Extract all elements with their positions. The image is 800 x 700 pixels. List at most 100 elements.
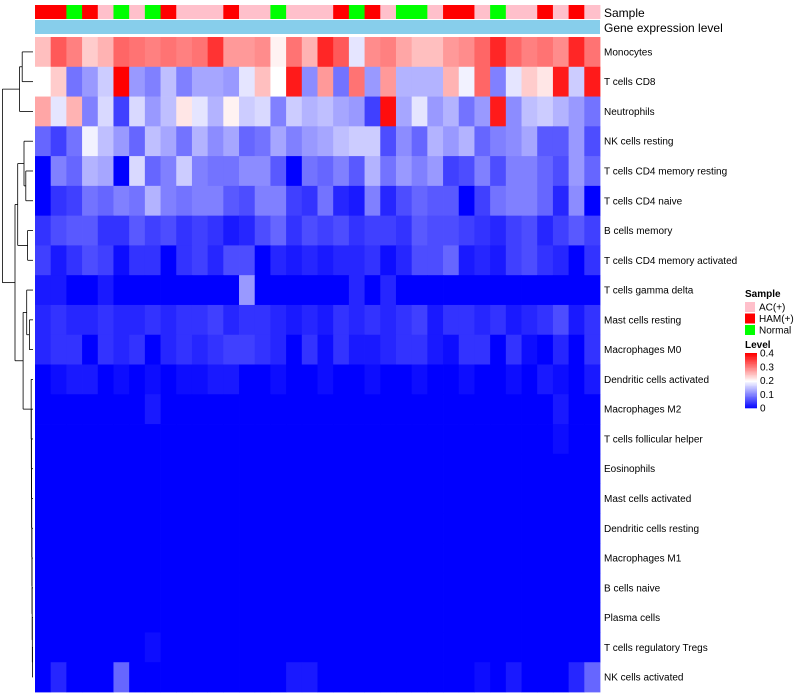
row-label: NK cells resting xyxy=(604,137,673,148)
legend-level-tick: 0.4 xyxy=(760,349,774,360)
heatmap-cell xyxy=(50,543,67,574)
heatmap-cell xyxy=(66,126,83,157)
heatmap-cell xyxy=(113,37,130,68)
heatmap-cell xyxy=(317,453,334,484)
row-dendrogram xyxy=(1,51,33,678)
heatmap-cell xyxy=(301,424,318,455)
heatmap-cell xyxy=(521,483,538,514)
heatmap-cell xyxy=(380,543,397,574)
heatmap-cell xyxy=(191,424,209,455)
heatmap-cell xyxy=(82,364,99,395)
heatmap-cell xyxy=(443,424,460,455)
heatmap-cell xyxy=(176,245,193,276)
heatmap-cell xyxy=(35,572,52,604)
heatmap-cell xyxy=(380,156,397,187)
heatmap-cell xyxy=(82,96,99,127)
heatmap-cell xyxy=(129,275,146,306)
heatmap-cell xyxy=(82,572,99,604)
heatmap-cell xyxy=(364,304,381,336)
heatmap-cell xyxy=(333,334,350,365)
heatmap-cell xyxy=(129,662,146,693)
sample-annotation-cell xyxy=(537,5,554,19)
heatmap-cell xyxy=(317,215,334,246)
heatmap-cell xyxy=(584,185,601,217)
heatmap-cell xyxy=(82,126,99,157)
heatmap-cell xyxy=(160,453,177,484)
heatmap-cell xyxy=(427,126,444,157)
heatmap-cell xyxy=(474,304,491,336)
heatmap-cell xyxy=(191,632,209,663)
heatmap-cell xyxy=(537,245,554,276)
heatmap-cell xyxy=(97,632,114,663)
heatmap-cell xyxy=(207,602,224,633)
heatmap-cell xyxy=(254,602,271,633)
heatmap-cell xyxy=(301,602,318,633)
heatmap-cell xyxy=(568,37,585,68)
legend-color-step xyxy=(745,406,757,409)
heatmap-cell xyxy=(50,394,67,425)
heatmap-cell xyxy=(458,185,475,217)
heatmap-cell xyxy=(301,66,318,97)
heatmap-cell xyxy=(505,513,522,544)
heatmap-cell xyxy=(458,334,475,365)
heatmap-cell xyxy=(443,513,460,544)
heatmap-cell xyxy=(239,394,256,425)
heatmap-cell xyxy=(66,215,83,246)
heatmap-cell xyxy=(239,96,256,127)
heatmap-cell xyxy=(584,662,601,693)
heatmap-cell xyxy=(364,185,381,217)
heatmap-cell xyxy=(333,275,350,306)
heatmap-cell xyxy=(176,572,193,604)
legend-color-step xyxy=(745,355,757,358)
heatmap-cell xyxy=(584,424,601,455)
heatmap-cell xyxy=(474,424,491,455)
heatmap-cell xyxy=(254,424,271,455)
sample-annotation-cell xyxy=(191,5,209,19)
legend-sample-label: AC(+) xyxy=(759,303,785,314)
heatmap-cell xyxy=(521,126,538,157)
heatmap-cell xyxy=(191,126,209,157)
heatmap-cell xyxy=(207,424,224,455)
heatmap-cell xyxy=(113,156,130,187)
heatmap-cell xyxy=(97,334,114,365)
heatmap-cell xyxy=(82,662,99,693)
legend-color-step xyxy=(745,384,757,387)
heatmap-cell xyxy=(395,275,413,306)
legend-color-step xyxy=(745,376,757,379)
row-label: T cells gamma delta xyxy=(604,286,694,297)
heatmap-cell xyxy=(286,66,303,97)
legend-color-step xyxy=(745,399,757,402)
heatmap-cell xyxy=(254,304,271,336)
heatmap-cell xyxy=(317,602,334,633)
expression-annotation-bar xyxy=(35,20,600,34)
heatmap-cell xyxy=(160,185,177,217)
legend-level-tick: 0 xyxy=(760,404,766,415)
heatmap-cell xyxy=(223,185,240,217)
heatmap-cell xyxy=(427,453,444,484)
heatmap-cell xyxy=(176,334,193,365)
heatmap-cell xyxy=(113,453,130,484)
heatmap-cell xyxy=(458,483,475,514)
heatmap-cell xyxy=(50,96,67,127)
heatmap-cell xyxy=(270,424,287,455)
heatmap-cell xyxy=(537,513,554,544)
heatmap-cell xyxy=(395,572,413,604)
heatmap-cell xyxy=(66,543,83,574)
heatmap-cell xyxy=(113,364,130,395)
heatmap-cell xyxy=(505,245,522,276)
heatmap-cell xyxy=(317,543,334,574)
heatmap-cell xyxy=(191,245,209,276)
heatmap-cell xyxy=(191,334,209,365)
heatmap-cell xyxy=(443,602,460,633)
heatmap-cell xyxy=(113,126,130,157)
heatmap-cell xyxy=(505,126,522,157)
heatmap-cell xyxy=(333,37,350,68)
sample-annotation-cell xyxy=(521,5,538,19)
heatmap-cell xyxy=(254,126,271,157)
heatmap-cell xyxy=(35,334,52,365)
heatmap-cell xyxy=(505,572,522,604)
heatmap-cell xyxy=(254,275,271,306)
heatmap-cell xyxy=(301,513,318,544)
heatmap-cell xyxy=(191,156,209,187)
